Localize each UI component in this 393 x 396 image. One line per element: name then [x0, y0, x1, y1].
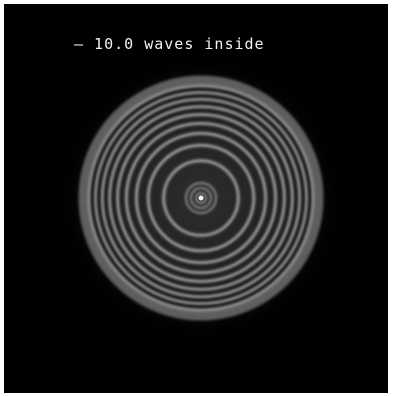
- ring: [87, 84, 315, 312]
- defocus-ring-pattern: [73, 70, 329, 326]
- ring: [162, 159, 240, 237]
- center-spot: [198, 195, 204, 201]
- ring: [78, 75, 324, 321]
- inner-ring: [185, 182, 217, 214]
- waves-caption: – 10.0 waves inside: [74, 35, 265, 53]
- ring: [116, 113, 286, 283]
- image-panel: – 10.0 waves inside: [4, 4, 388, 393]
- inner-ring: [195, 192, 207, 204]
- ring: [108, 105, 294, 291]
- ring: [124, 121, 278, 275]
- ring: [146, 143, 256, 253]
- inner-ring: [190, 187, 212, 209]
- ring: [93, 90, 309, 306]
- ring: [134, 131, 268, 265]
- ring-group: [78, 75, 324, 321]
- ring: [100, 97, 302, 299]
